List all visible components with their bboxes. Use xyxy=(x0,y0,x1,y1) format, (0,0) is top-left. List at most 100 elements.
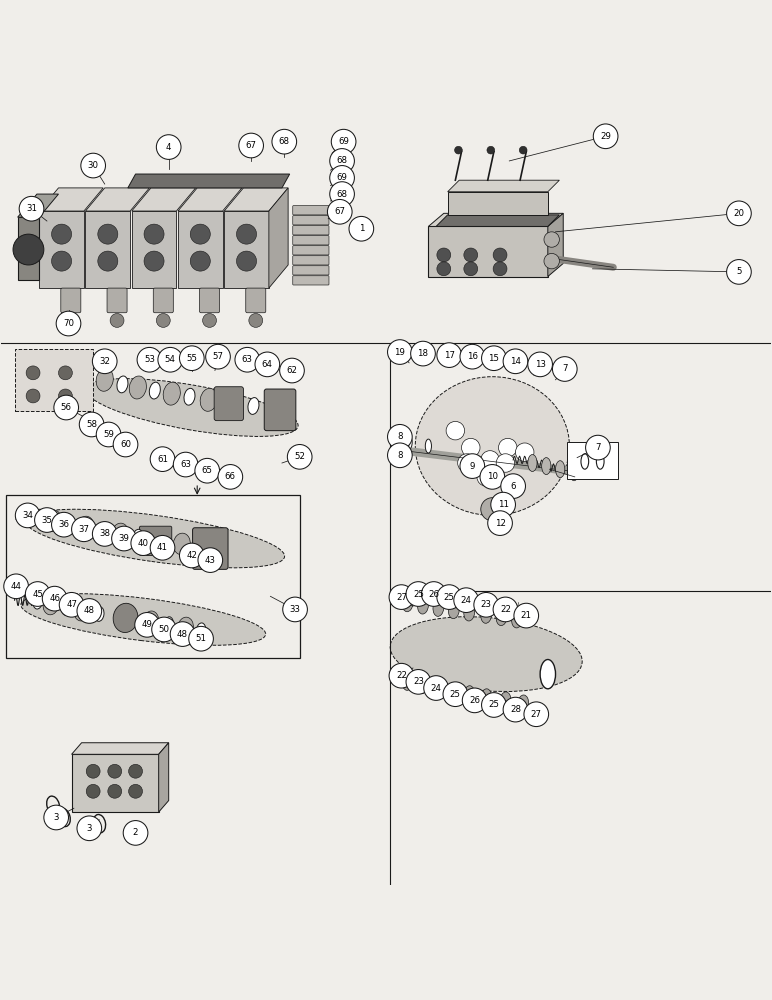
FancyBboxPatch shape xyxy=(15,349,93,411)
Ellipse shape xyxy=(248,398,259,414)
Ellipse shape xyxy=(542,458,551,475)
Text: 8: 8 xyxy=(397,451,403,460)
Text: 57: 57 xyxy=(212,352,224,361)
Text: 47: 47 xyxy=(66,600,77,609)
Circle shape xyxy=(389,663,414,688)
Circle shape xyxy=(283,597,307,622)
Polygon shape xyxy=(178,211,222,288)
Circle shape xyxy=(528,352,553,377)
Ellipse shape xyxy=(500,692,511,709)
Ellipse shape xyxy=(518,695,529,712)
Circle shape xyxy=(389,585,414,609)
Text: 9: 9 xyxy=(469,462,475,471)
Text: 42: 42 xyxy=(186,551,198,560)
Circle shape xyxy=(131,531,156,555)
Ellipse shape xyxy=(117,376,128,393)
Text: 6: 6 xyxy=(510,482,516,491)
Ellipse shape xyxy=(570,464,579,481)
Circle shape xyxy=(330,149,354,173)
Circle shape xyxy=(59,592,84,617)
Text: 41: 41 xyxy=(157,543,168,552)
Circle shape xyxy=(15,503,40,528)
Circle shape xyxy=(493,597,518,622)
Circle shape xyxy=(98,251,118,271)
Circle shape xyxy=(135,613,160,637)
Polygon shape xyxy=(132,211,176,288)
Circle shape xyxy=(151,535,174,560)
Text: 4: 4 xyxy=(166,143,171,152)
Circle shape xyxy=(137,347,162,372)
Circle shape xyxy=(279,358,304,383)
Polygon shape xyxy=(548,213,564,277)
Text: 69: 69 xyxy=(338,137,349,146)
Circle shape xyxy=(4,574,29,599)
Circle shape xyxy=(424,676,449,700)
Text: 26: 26 xyxy=(469,696,480,705)
Circle shape xyxy=(198,548,222,572)
Circle shape xyxy=(524,702,549,727)
Ellipse shape xyxy=(464,604,475,621)
Circle shape xyxy=(54,395,79,420)
Circle shape xyxy=(112,526,137,551)
Text: 31: 31 xyxy=(26,204,37,213)
Polygon shape xyxy=(448,192,548,215)
Circle shape xyxy=(460,454,485,478)
Circle shape xyxy=(81,153,106,178)
Text: 25: 25 xyxy=(450,690,461,699)
Ellipse shape xyxy=(481,606,492,623)
Text: 38: 38 xyxy=(100,529,110,538)
Polygon shape xyxy=(224,188,288,211)
Text: 10: 10 xyxy=(487,472,498,481)
FancyBboxPatch shape xyxy=(61,288,81,313)
Circle shape xyxy=(25,582,50,606)
Ellipse shape xyxy=(113,603,138,633)
Ellipse shape xyxy=(163,382,181,405)
FancyBboxPatch shape xyxy=(293,226,329,235)
Ellipse shape xyxy=(184,388,195,405)
Ellipse shape xyxy=(196,623,205,638)
Circle shape xyxy=(202,314,216,327)
Text: 20: 20 xyxy=(733,209,744,218)
Circle shape xyxy=(327,199,352,224)
FancyBboxPatch shape xyxy=(154,288,173,313)
Text: 49: 49 xyxy=(142,620,153,629)
Circle shape xyxy=(464,248,478,262)
Ellipse shape xyxy=(540,660,556,689)
FancyBboxPatch shape xyxy=(199,288,219,313)
Circle shape xyxy=(493,248,507,262)
Circle shape xyxy=(726,201,751,226)
Circle shape xyxy=(179,543,204,568)
Circle shape xyxy=(330,182,354,206)
Circle shape xyxy=(86,764,100,778)
FancyBboxPatch shape xyxy=(107,288,127,313)
Circle shape xyxy=(455,146,462,154)
Circle shape xyxy=(80,412,104,437)
Ellipse shape xyxy=(133,529,143,545)
Circle shape xyxy=(458,454,476,472)
Text: 25: 25 xyxy=(444,593,455,602)
Ellipse shape xyxy=(597,454,604,469)
Ellipse shape xyxy=(33,594,42,609)
Circle shape xyxy=(480,465,505,489)
Polygon shape xyxy=(18,217,39,280)
Circle shape xyxy=(520,146,527,154)
Text: 17: 17 xyxy=(444,351,455,360)
Circle shape xyxy=(235,347,259,372)
Circle shape xyxy=(110,314,124,327)
Circle shape xyxy=(477,468,496,486)
Circle shape xyxy=(59,366,73,380)
Circle shape xyxy=(487,146,495,154)
Circle shape xyxy=(93,349,117,374)
Text: 45: 45 xyxy=(32,590,43,599)
Text: 67: 67 xyxy=(245,141,256,150)
Ellipse shape xyxy=(43,595,59,615)
FancyBboxPatch shape xyxy=(214,387,243,421)
Text: 12: 12 xyxy=(495,519,506,528)
Ellipse shape xyxy=(34,509,44,525)
Circle shape xyxy=(236,251,256,271)
Text: 18: 18 xyxy=(418,349,428,358)
Circle shape xyxy=(586,435,610,460)
Text: 8: 8 xyxy=(397,432,403,441)
Circle shape xyxy=(59,389,73,403)
Circle shape xyxy=(516,443,534,461)
